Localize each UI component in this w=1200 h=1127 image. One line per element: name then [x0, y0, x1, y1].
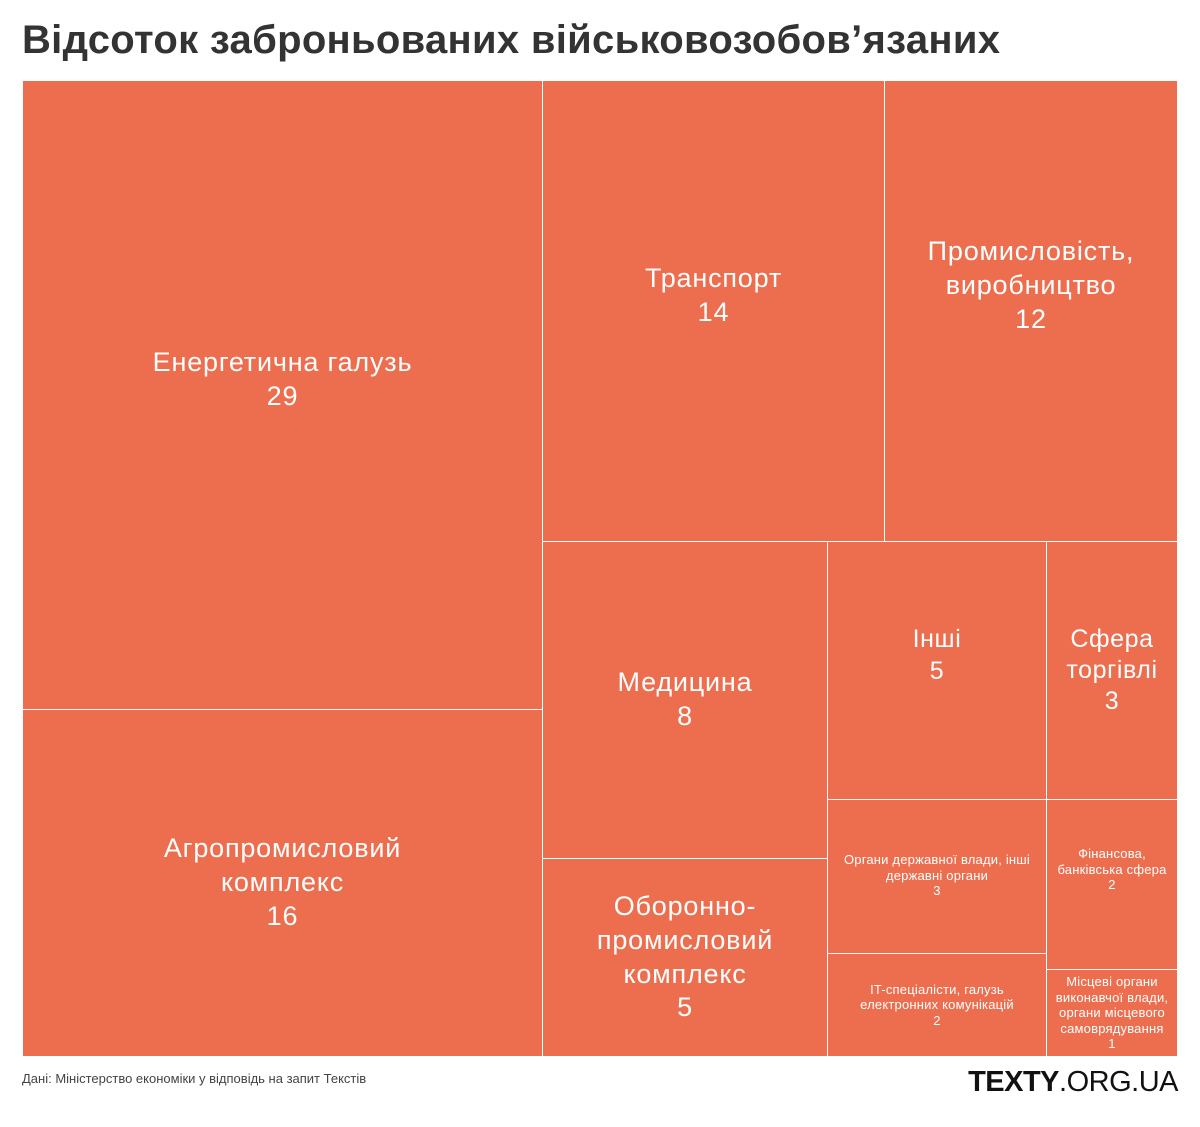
treemap-cell-agro: Агропромисловий комплекс 16 — [22, 709, 543, 1057]
treemap-cell-trade: Сфера торгівлі 3 — [1046, 541, 1178, 800]
treemap-cell-energy: Енергетична галузь 29 — [22, 80, 543, 710]
cell-value: 5 — [929, 656, 945, 685]
source-note: Дані: Міністерство економіки у відповідь… — [22, 1071, 367, 1086]
cell-value: 2 — [933, 1012, 941, 1028]
cell-label: Агропромисловий комплекс — [163, 833, 402, 898]
chart-title: Відсоток заброньованих військовозобов’яз… — [22, 18, 1001, 62]
cell-value: 5 — [677, 992, 693, 1023]
cell-label: Транспорт — [644, 263, 783, 294]
cell-value: 14 — [697, 297, 730, 327]
treemap-cell-local-government: Місцеві органи виконавчої влади, органи … — [1046, 969, 1178, 1057]
treemap-cell-transport: Транспорт 14 — [542, 80, 885, 542]
texty-logo: TEXTY.ORG.UA — [968, 1066, 1178, 1099]
logo-bold: TEXTY — [968, 1066, 1060, 1098]
cell-value: 8 — [677, 701, 693, 731]
treemap-cell-finance: Фінансова, банківська сфера 2 — [1046, 799, 1178, 970]
cell-label: Фінансова, банківська сфера — [1057, 846, 1167, 877]
cell-value: 3 — [933, 883, 941, 899]
cell-label: IT-спеціалісти, галузь електронних комун… — [860, 981, 1014, 1013]
cell-label: Медицина — [617, 667, 753, 698]
cell-value: 1 — [1108, 1036, 1116, 1052]
cell-value: 16 — [266, 900, 299, 931]
cell-label: Місцеві органи виконавчої влади, органи … — [1055, 974, 1169, 1036]
cell-value: 2 — [1108, 877, 1116, 893]
treemap-cell-government: Органи державної влади, інші державні ор… — [827, 799, 1047, 954]
cell-label: Органи державної влади, інші державні ор… — [843, 852, 1031, 883]
cell-label: Сфера торгівлі — [1066, 624, 1158, 684]
cell-value: 3 — [1104, 687, 1120, 716]
cell-value: 29 — [266, 381, 299, 411]
treemap-cell-medicine: Медицина 8 — [542, 541, 828, 859]
cell-label: Інші — [912, 625, 962, 654]
cell-label: Промисловість, виробництво — [927, 236, 1135, 301]
cell-value: 12 — [1015, 303, 1047, 334]
logo-rest: .ORG.UA — [1059, 1066, 1178, 1098]
treemap-cell-defense: Оборонно-промисловий комплекс 5 — [542, 858, 828, 1057]
cell-label: Енергетична галузь — [152, 347, 413, 378]
cell-label: Оборонно-промисловий комплекс — [596, 891, 774, 989]
treemap-cell-others: Інші 5 — [827, 541, 1047, 800]
treemap-cell-it: IT-спеціалісти, галузь електронних комун… — [827, 953, 1047, 1057]
treemap-cell-industry: Промисловість, виробництво 12 — [884, 80, 1178, 542]
